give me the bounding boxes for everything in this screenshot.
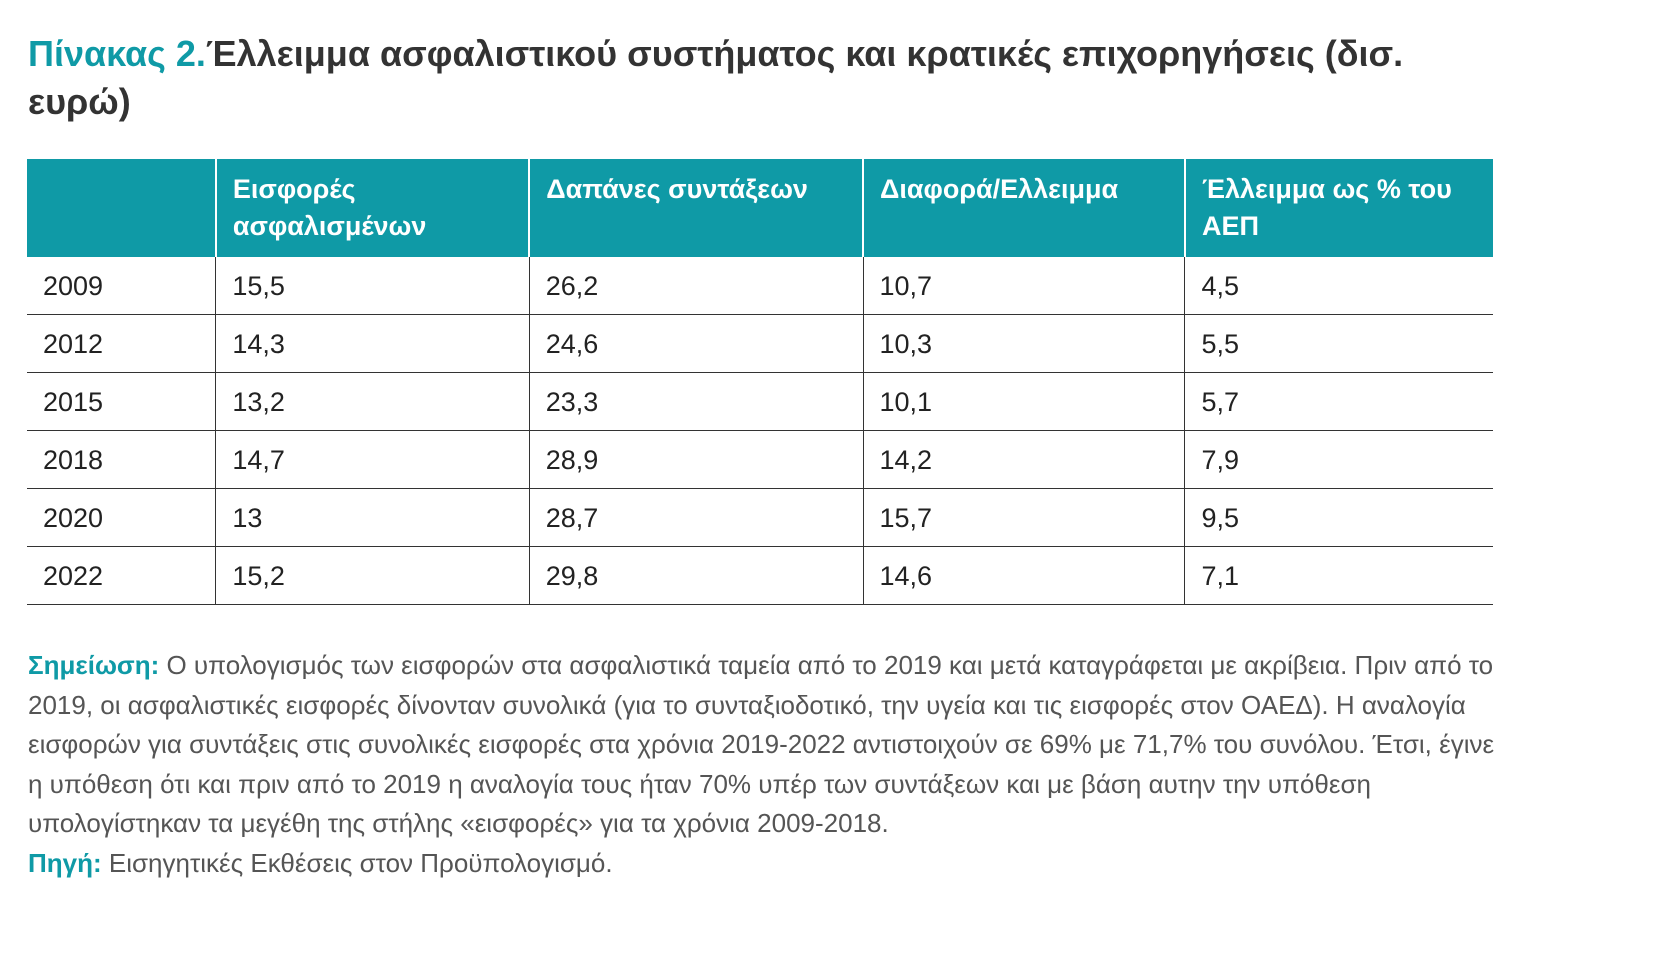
- cell-deficit-gdp: 9,5: [1184, 488, 1493, 547]
- cell-year: 2022: [27, 546, 217, 605]
- notes-block: Σημείωση: Ο υπολογισμός των εισφορών στα…: [28, 646, 1508, 883]
- cell-difference: 10,3: [863, 314, 1186, 373]
- cell-pension-expenses: 28,9: [529, 430, 864, 489]
- table-row: 2022 15,2 29,8 14,6 7,1: [27, 546, 1493, 605]
- cell-pension-expenses: 28,7: [529, 488, 864, 547]
- header-contributions: Εισφορές ασφαλισμένων: [215, 159, 531, 257]
- cell-deficit-gdp: 7,1: [1184, 546, 1493, 605]
- cell-difference: 14,2: [863, 430, 1186, 489]
- cell-deficit-gdp: 7,9: [1184, 430, 1493, 489]
- table-row: 2020 13 28,7 15,7 9,5: [27, 488, 1493, 547]
- table-row: 2018 14,7 28,9 14,2 7,9: [27, 430, 1493, 489]
- source-text: Εισηγητικές Εκθέσεις στον Προϋπολογισμό.: [101, 847, 613, 878]
- cell-year: 2015: [27, 372, 217, 431]
- cell-difference: 14,6: [863, 546, 1186, 605]
- cell-year: 2020: [27, 488, 217, 547]
- note-label: Σημείωση:: [28, 650, 160, 680]
- table-number: Πίνακας 2.: [28, 33, 206, 74]
- table-row: 2009 15,5 26,2 10,7 4,5: [27, 257, 1493, 315]
- cell-pension-expenses: 24,6: [529, 314, 864, 373]
- cell-deficit-gdp: 4,5: [1184, 257, 1493, 315]
- header-pension-expenses: Δαπάνες συντάξεων: [529, 159, 865, 257]
- note-paragraph: Σημείωση: Ο υπολογισμός των εισφορών στα…: [28, 646, 1508, 844]
- cell-pension-expenses: 29,8: [529, 546, 864, 605]
- header-difference-deficit: Διαφορά/Ελλειμμα: [863, 159, 1186, 257]
- cell-pension-expenses: 26,2: [529, 257, 864, 315]
- cell-difference: 10,7: [863, 257, 1186, 315]
- cell-contributions: 15,2: [215, 546, 530, 605]
- table-row: 2015 13,2 23,3 10,1 5,7: [27, 372, 1493, 431]
- table-caption: Έλλειμμα ασφαλιστικού συστήματος και κρα…: [28, 33, 1404, 122]
- cell-pension-expenses: 23,3: [529, 372, 864, 431]
- cell-difference: 10,1: [863, 372, 1186, 431]
- table-title: Πίνακας 2.Έλλειμμα ασφαλιστικού συστήματ…: [28, 30, 1508, 126]
- cell-contributions: 13,2: [215, 372, 530, 431]
- header-year: [27, 159, 217, 257]
- cell-year: 2009: [27, 257, 217, 315]
- cell-contributions: 15,5: [215, 257, 530, 315]
- cell-difference: 15,7: [863, 488, 1186, 547]
- cell-year: 2018: [27, 430, 217, 489]
- cell-contributions: 14,3: [215, 314, 530, 373]
- cell-deficit-gdp: 5,7: [1184, 372, 1493, 431]
- source-paragraph: Πηγή: Εισηγητικές Εκθέσεις στον Προϋπολο…: [28, 844, 1508, 884]
- cell-contributions: 14,7: [215, 430, 530, 489]
- cell-year: 2012: [27, 314, 217, 373]
- header-row: Εισφορές ασφαλισμένων Δαπάνες συντάξεων …: [27, 159, 1493, 257]
- cell-deficit-gdp: 5,5: [1184, 314, 1493, 373]
- source-label: Πηγή:: [28, 847, 102, 878]
- header-deficit-gdp: Έλλειμμα ως % του ΑΕΠ: [1184, 159, 1493, 257]
- deficit-table: Εισφορές ασφαλισμένων Δαπάνες συντάξεων …: [27, 159, 1493, 605]
- note-text: Ο υπολογισμός των εισφορών στα ασφαλιστι…: [28, 650, 1495, 838]
- table-row: 2012 14,3 24,6 10,3 5,5: [27, 314, 1493, 373]
- cell-contributions: 13: [215, 488, 530, 547]
